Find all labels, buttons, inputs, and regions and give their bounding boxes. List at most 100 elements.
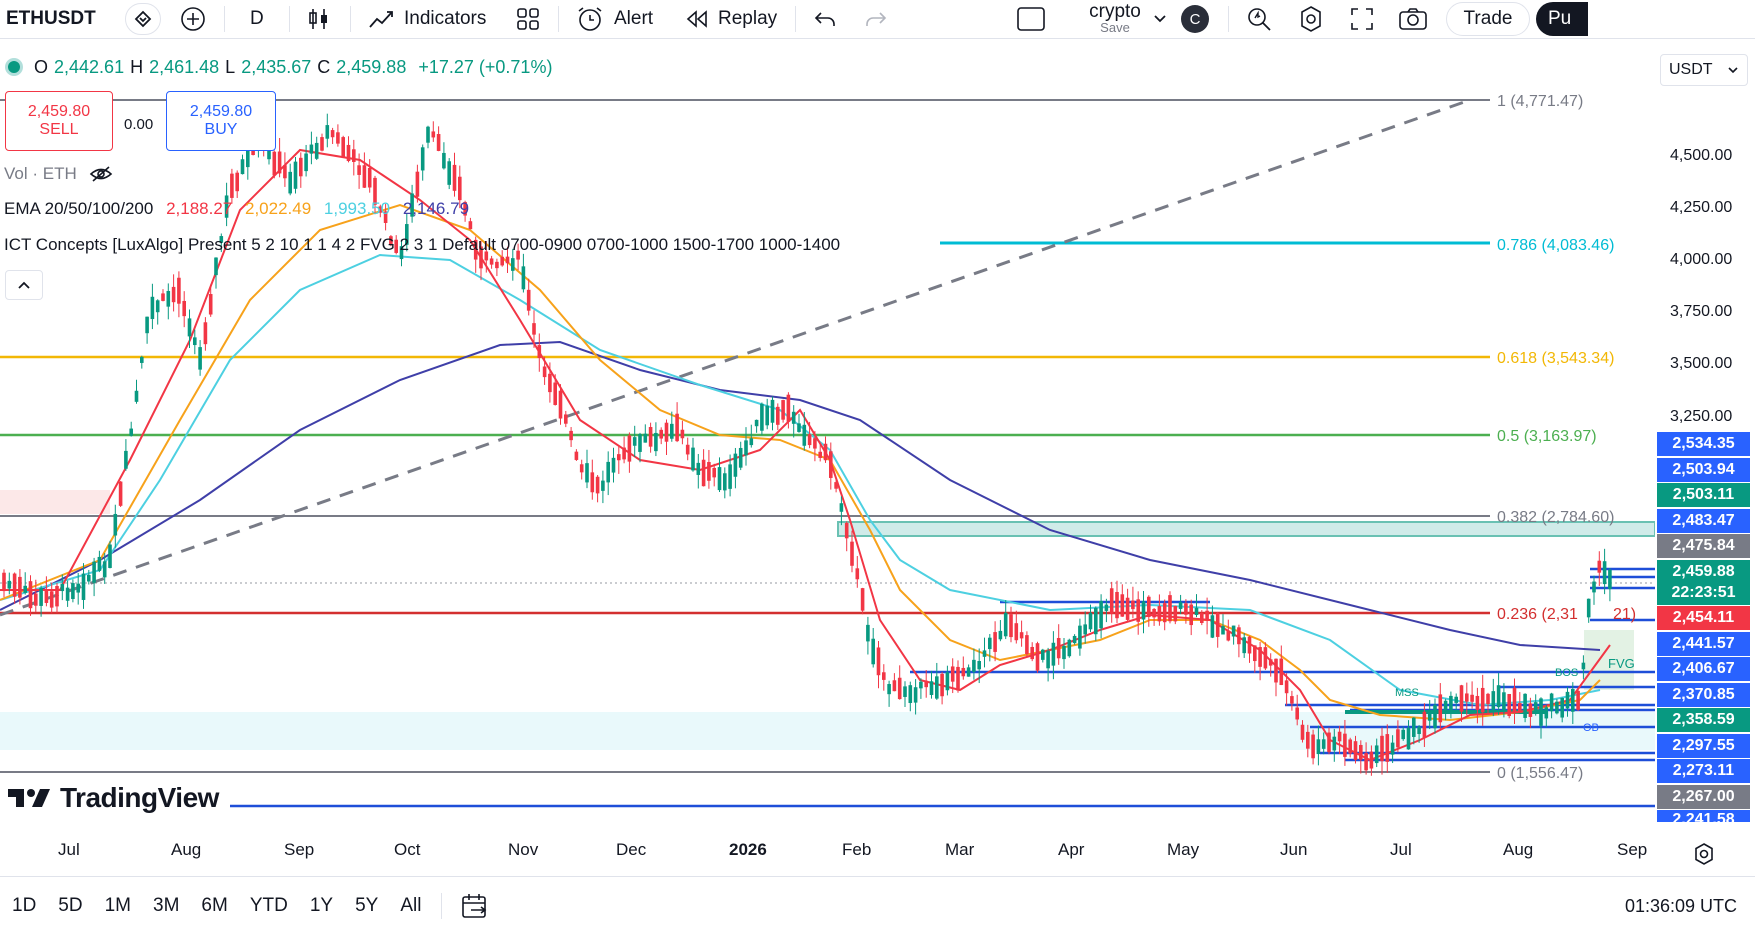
- range-button-6m[interactable]: 6M: [201, 895, 228, 916]
- redo-icon[interactable]: [864, 0, 888, 38]
- quick-search-icon[interactable]: [1246, 0, 1272, 38]
- candle-body: [670, 423, 674, 439]
- range-button-ytd[interactable]: YTD: [249, 895, 288, 916]
- candle-body: [807, 434, 812, 446]
- candle-body: [309, 144, 314, 154]
- candle-body: [781, 400, 785, 420]
- fvg-label: FVG: [1608, 656, 1635, 671]
- replay-button[interactable]: Replay: [684, 0, 777, 38]
- add-symbol-icon[interactable]: [180, 0, 206, 38]
- candle-body: [1072, 635, 1077, 644]
- fib-label-05: 0.5 (3,163.97): [1497, 428, 1597, 445]
- range-button-1m[interactable]: 1M: [104, 895, 131, 916]
- candle-body: [844, 522, 849, 539]
- candle-body: [500, 256, 504, 266]
- publish-button[interactable]: Pu: [1536, 2, 1588, 36]
- price-tag: 22:23:51: [1657, 581, 1750, 605]
- range-button-1y[interactable]: 1Y: [309, 895, 334, 916]
- candle-body: [966, 667, 971, 677]
- undo-icon[interactable]: [813, 0, 837, 38]
- candle-body: [134, 390, 139, 402]
- fib-label-0382: 0.382 (2,784.60): [1497, 509, 1614, 526]
- candle-body: [1056, 637, 1061, 659]
- alert-button[interactable]: Alert: [576, 0, 653, 38]
- range-button-5d[interactable]: 5D: [58, 895, 83, 916]
- candle-body: [1041, 649, 1045, 660]
- candle-body: [972, 659, 976, 672]
- price-tag: 2,370.85: [1657, 683, 1750, 707]
- chart-settings-gear-icon[interactable]: [1692, 842, 1716, 871]
- avatar[interactable]: C: [1181, 0, 1209, 38]
- fullscreen-icon[interactable]: [1350, 0, 1374, 38]
- price-axis-label: 4,500.00: [1670, 147, 1733, 164]
- currency-select[interactable]: USDT: [1660, 54, 1748, 86]
- candle-body: [770, 399, 775, 423]
- candle-body: [299, 157, 303, 177]
- trade-button[interactable]: Trade: [1446, 2, 1530, 36]
- indicators-button[interactable]: Indicators: [368, 0, 486, 38]
- candle-body: [855, 568, 860, 580]
- candle-body: [410, 193, 414, 217]
- camera-icon[interactable]: [1398, 0, 1428, 38]
- candle-body: [1014, 623, 1019, 641]
- compare-symbol-icon[interactable]: [125, 3, 161, 35]
- candle-body: [1051, 642, 1056, 666]
- candle-body: [1412, 717, 1416, 737]
- candle-body: [1046, 650, 1050, 669]
- candle-body: [1003, 612, 1008, 637]
- price-tag: 2,406.67: [1657, 657, 1750, 681]
- interval-button[interactable]: D: [250, 0, 264, 38]
- clock-label[interactable]: 01:36:09 UTC: [1624, 895, 1737, 916]
- settings-gear-icon[interactable]: [1297, 0, 1325, 38]
- candle-body: [802, 424, 807, 446]
- buy-button[interactable]: 2,459.80 BUY: [166, 91, 276, 151]
- range-button-1d[interactable]: 1D: [12, 895, 37, 916]
- candle-body: [1533, 702, 1538, 711]
- price-chart[interactable]: MSS BOS FVG OB 1 (4,771.47) 0.786 (4,083…: [0, 46, 1655, 828]
- candle-body: [643, 433, 648, 443]
- candle-body: [129, 428, 133, 436]
- candle-type-icon[interactable]: [308, 0, 330, 38]
- time-axis-label: Feb: [842, 840, 872, 859]
- candle-body: [1316, 739, 1321, 755]
- goto-date-icon[interactable]: [460, 892, 490, 920]
- candle-body: [882, 672, 886, 680]
- range-button-5y[interactable]: 5Y: [355, 895, 379, 916]
- candle-body: [511, 258, 515, 271]
- price-axis[interactable]: USDT: [1655, 46, 1755, 828]
- candle-body: [654, 432, 658, 452]
- range-button-3m[interactable]: 3M: [153, 895, 180, 916]
- ema200-value: 2,146.79: [402, 199, 470, 218]
- ict-legend: ICT Concepts [LuxAlgo] Present 5 2 10 1 …: [4, 235, 841, 254]
- chevron-down-icon[interactable]: [1152, 0, 1168, 38]
- candle-body: [1115, 591, 1119, 619]
- candle-body: [860, 588, 865, 611]
- buy-price: 2,459.80: [189, 103, 253, 120]
- layout-name[interactable]: crypto Save: [1060, 0, 1170, 38]
- candle-body: [707, 462, 711, 481]
- candle-body: [1125, 597, 1130, 620]
- candle-body: [956, 666, 960, 691]
- candle-body: [691, 447, 695, 471]
- candle-body: [1597, 560, 1602, 573]
- candle-body: [1162, 603, 1167, 623]
- candle-body: [1184, 603, 1188, 615]
- bottom-toolbar: 1D 5D 1M 3M 6M YTD 1Y 5Y All 01:36:09 UTC: [0, 876, 1755, 935]
- symbol-search[interactable]: ETHUSDT: [6, 0, 96, 38]
- currency-label: USDT: [1669, 61, 1713, 78]
- templates-icon[interactable]: [516, 0, 540, 38]
- candle-body: [1602, 561, 1607, 585]
- candle-body: [23, 585, 27, 593]
- replay-label: Replay: [718, 8, 778, 29]
- collapse-legend-button[interactable]: [5, 270, 43, 300]
- range-button-all[interactable]: All: [400, 895, 422, 916]
- ema50-line: [0, 203, 1601, 722]
- eye-hidden-icon[interactable]: [89, 165, 113, 183]
- candle-body: [1189, 604, 1193, 626]
- candle-body: [283, 165, 287, 179]
- price-tag: 2,441.57: [1657, 632, 1750, 656]
- candle-body: [150, 296, 155, 320]
- layout-select-icon[interactable]: [1016, 0, 1046, 38]
- sell-button[interactable]: 2,459.80 SELL: [5, 91, 113, 151]
- tradingview-logo: TradingView: [8, 782, 219, 814]
